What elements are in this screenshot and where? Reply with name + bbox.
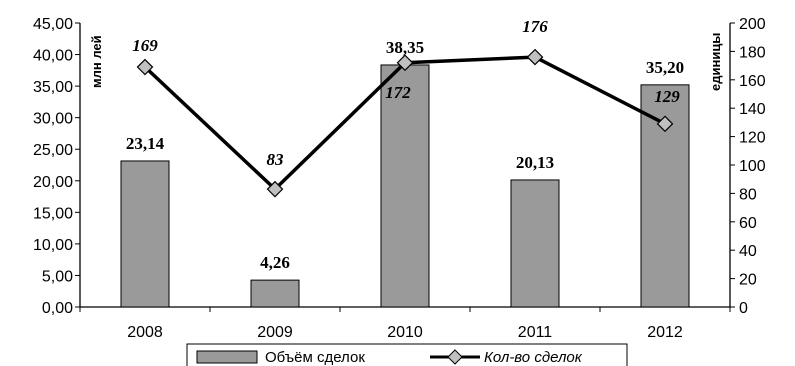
line-value-label: 172 xyxy=(385,83,411,102)
legend-swatch-bar xyxy=(196,350,258,364)
y-right-title: единицы xyxy=(708,33,723,91)
right-tick-label: 60 xyxy=(739,215,757,232)
right-tick-label: 200 xyxy=(739,16,766,33)
left-tick-label: 40,00 xyxy=(33,48,73,65)
right-tick-label: 120 xyxy=(739,130,766,147)
right-tick-label: 140 xyxy=(739,101,766,118)
line-value-label: 83 xyxy=(267,150,285,169)
right-tick-label: 40 xyxy=(739,243,757,260)
x-tick-label: 2010 xyxy=(387,324,423,341)
left-tick-label: 0,00 xyxy=(42,300,73,317)
line-value-label: 129 xyxy=(654,87,680,106)
legend: Объём сделок Кол-во сделок xyxy=(186,343,628,366)
line-marker xyxy=(656,115,674,133)
x-tick-label: 2011 xyxy=(518,324,553,341)
legend-box xyxy=(186,343,628,366)
right-tick-label: 160 xyxy=(739,73,766,90)
x-tick-label: 2012 xyxy=(647,324,683,341)
legend-marker-swatch xyxy=(447,349,463,365)
left-tick-label: 20,00 xyxy=(33,174,73,191)
line-marker xyxy=(526,48,544,66)
bar-value-label: 38,35 xyxy=(386,38,424,57)
bar-value-label: 35,20 xyxy=(646,58,684,77)
right-tick-label: 100 xyxy=(739,158,766,175)
left-tick-label: 10,00 xyxy=(33,237,73,254)
axes: 0,00 5,00 10,00 15,00 20,00 25,00 30,00 35,00 40… xyxy=(33,16,766,341)
x-tick-label: 2009 xyxy=(257,324,293,341)
right-tick-label: 80 xyxy=(739,186,757,203)
left-tick-label: 5,00 xyxy=(42,268,73,285)
line-value-label: 169 xyxy=(132,36,158,55)
y-left-title: млн лей xyxy=(89,35,104,88)
bar-series xyxy=(120,64,690,308)
right-tick-label: 0 xyxy=(739,300,748,317)
bar-value-label: 20,13 xyxy=(516,153,554,172)
left-tick-label: 15,00 xyxy=(33,205,73,222)
line-series xyxy=(136,48,674,198)
left-tick-label: 25,00 xyxy=(33,142,73,159)
line-marker xyxy=(396,54,414,72)
bar xyxy=(120,160,170,308)
left-tick-label: 35,00 xyxy=(33,79,73,96)
line-value-label: 176 xyxy=(522,17,548,36)
bar xyxy=(510,179,560,308)
bar xyxy=(380,64,430,308)
right-tick-label: 20 xyxy=(739,272,757,289)
legend-label-bar: Объём сделок xyxy=(265,349,365,366)
bar-value-label: 23,14 xyxy=(126,134,165,153)
left-tick-label: 45,00 xyxy=(33,16,73,33)
x-tick-label: 2008 xyxy=(127,324,163,341)
data-labels: 23,14 4,26 38,35 20,13 35,20 169 83 172 176 129 xyxy=(126,17,684,272)
bar xyxy=(250,279,300,308)
bar-value-label: 4,26 xyxy=(260,253,290,272)
left-tick-label: 30,00 xyxy=(33,111,73,128)
legend-label-line: Кол-во сделок xyxy=(484,349,583,366)
line-marker xyxy=(266,180,284,198)
line-marker xyxy=(136,58,154,76)
right-tick-label: 180 xyxy=(739,44,766,61)
